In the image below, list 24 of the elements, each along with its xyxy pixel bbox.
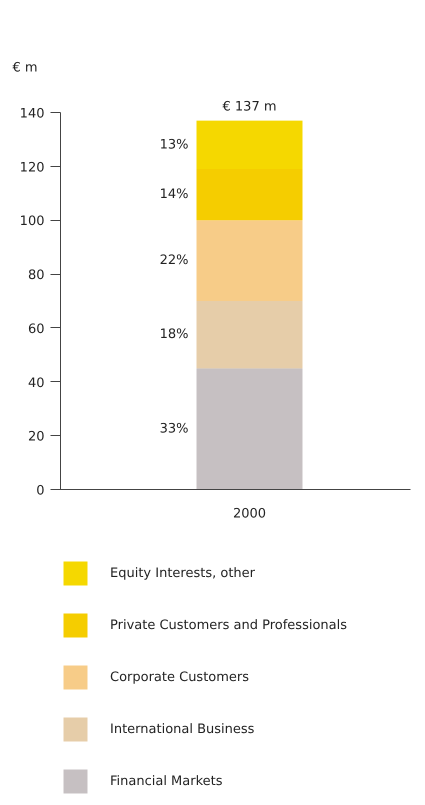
legend-label: International Business xyxy=(110,720,254,738)
legend-label: Equity Interests, other xyxy=(110,564,256,582)
annotation: 14% xyxy=(160,187,189,202)
y-tick-label: 120 xyxy=(20,160,45,176)
x-tick-label: 2000 xyxy=(232,506,266,522)
y-tick-label: 60 xyxy=(28,322,45,337)
legend-label: Private Customers and Professionals xyxy=(110,616,347,634)
annotation: 33% xyxy=(160,421,189,436)
y-tick-label: 40 xyxy=(28,376,45,391)
y-tick-label: 0 xyxy=(36,484,45,498)
annotation: 18% xyxy=(160,327,189,342)
y-tick-label: 100 xyxy=(20,214,45,230)
bar xyxy=(196,220,302,301)
annotation: 13% xyxy=(160,137,189,152)
y-tick-label: 80 xyxy=(28,268,45,284)
annotation: 22% xyxy=(160,253,189,268)
y-tick-label: 140 xyxy=(20,106,45,122)
bar xyxy=(196,301,302,368)
bar xyxy=(196,368,302,490)
y-axis-title: € m xyxy=(12,60,38,76)
legend-label: Financial Markets xyxy=(110,772,223,790)
y-tick-label: 20 xyxy=(28,430,45,445)
total-label: € 137 m xyxy=(222,100,277,115)
legend-label: Corporate Customers xyxy=(110,668,250,686)
